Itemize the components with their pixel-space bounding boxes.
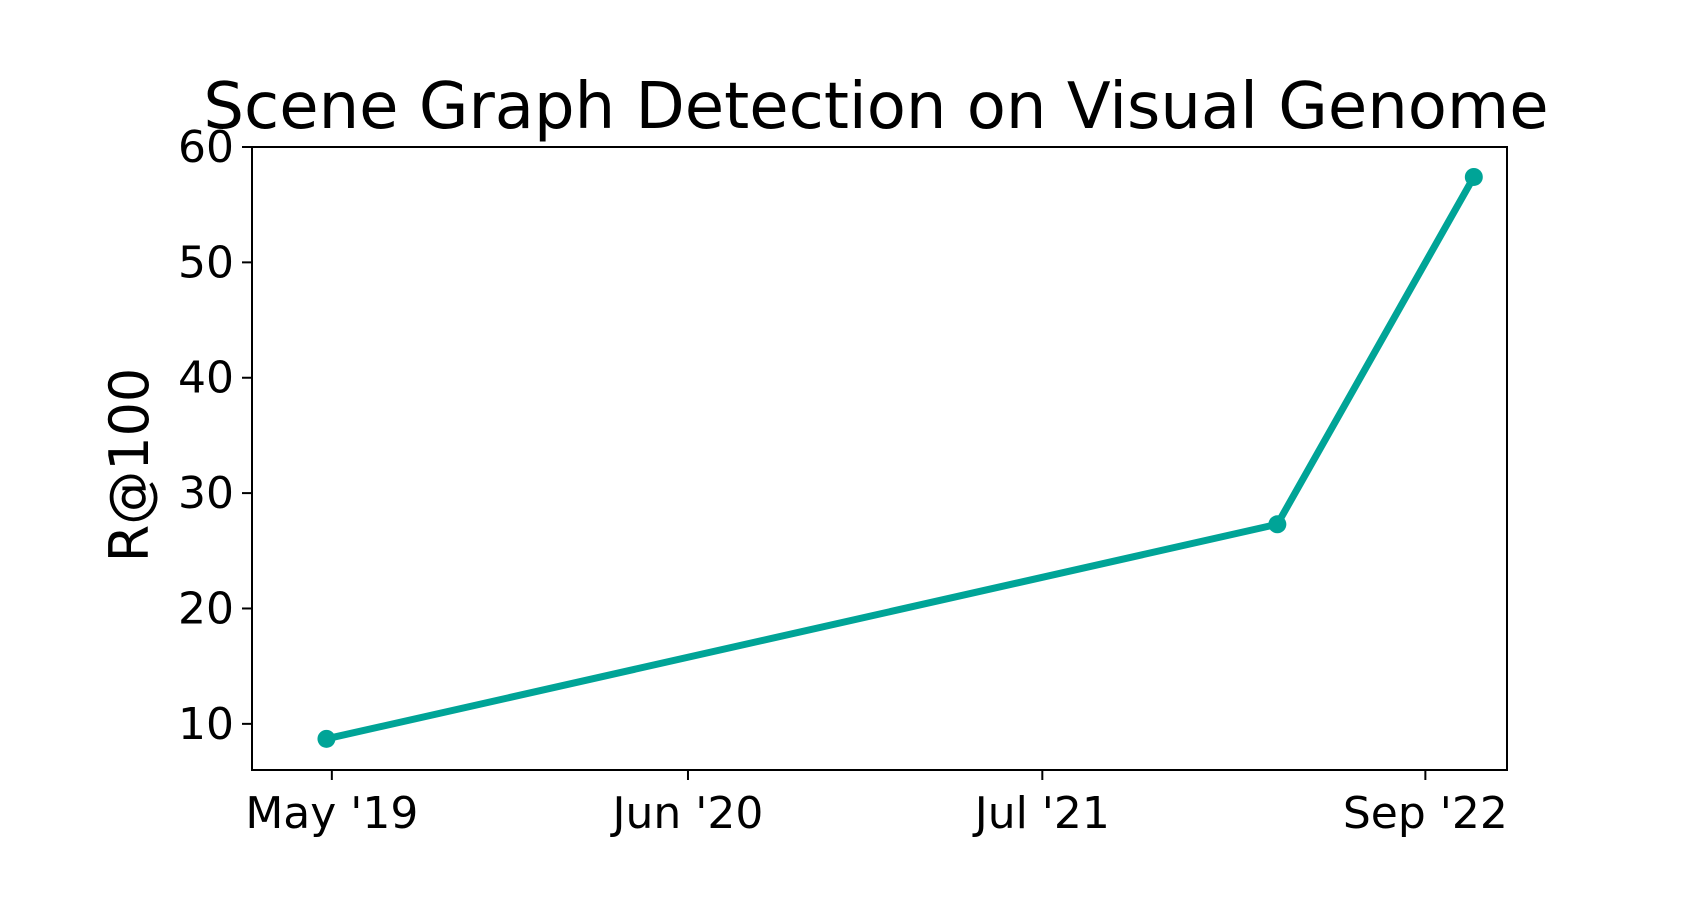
y-tick-label: 50 (178, 237, 234, 288)
x-tick-label: Jul '21 (972, 788, 1110, 839)
x-tick-label: May '19 (245, 788, 418, 839)
y-tick-label: 40 (178, 353, 234, 404)
chart-title: Scene Graph Detection on Visual Genome (203, 70, 1548, 144)
plot-area-frame (251, 146, 1508, 771)
data-point-1 (317, 729, 336, 748)
y-tick-label: 10 (178, 699, 234, 750)
data-point-2 (1268, 515, 1287, 534)
y-axis: 10 20 30 40 50 60 (178, 122, 252, 750)
series-layer (317, 167, 1483, 748)
data-point-3 (1464, 167, 1483, 186)
y-tick-label: 60 (178, 122, 234, 173)
x-tick-label: Jun '20 (610, 788, 764, 839)
y-tick-label: 20 (178, 583, 234, 634)
y-tick-label: 30 (178, 468, 234, 519)
y-axis-label: R@100 (98, 368, 161, 563)
x-tick-label: Sep '22 (1343, 788, 1508, 839)
series-line (322, 173, 1478, 743)
x-axis: May '19 Jun '20 Jul '21 Sep '22 (245, 770, 1508, 839)
